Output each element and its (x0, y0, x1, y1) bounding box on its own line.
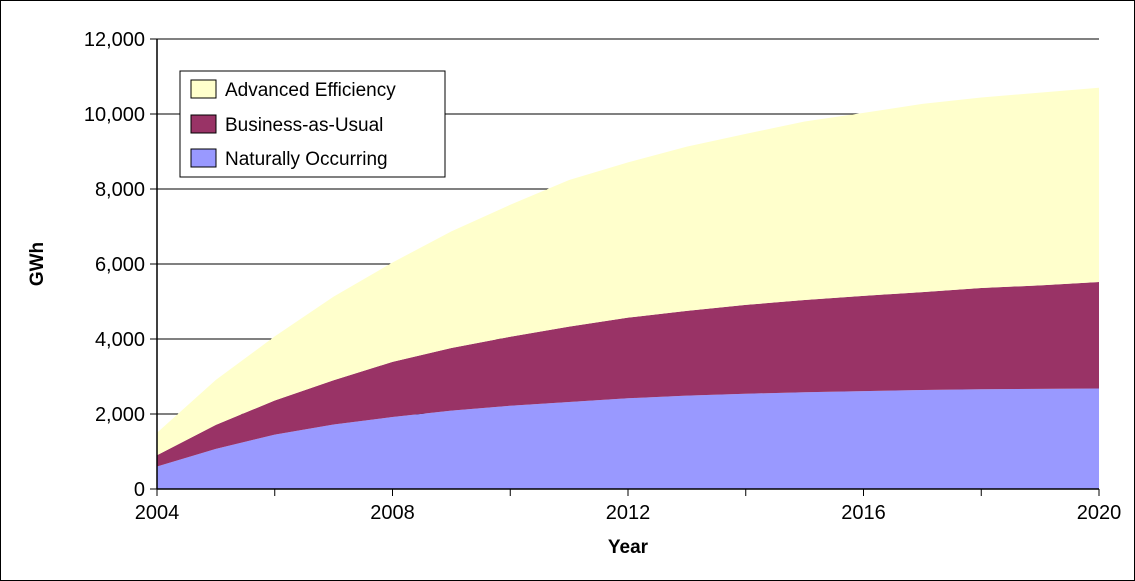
legend-label-business-as-usual: Business-as-Usual (225, 115, 383, 136)
legend-box (179, 70, 446, 178)
area-naturally-occurring (157, 388, 1099, 489)
x-tick-label: 2016 (841, 502, 886, 524)
legend-label-naturally-occurring: Naturally Occurring (225, 149, 388, 170)
area-advanced-efficiency (157, 87, 1099, 456)
y-tick-label: 12,000 (84, 29, 145, 51)
x-tick-label: 2012 (606, 502, 651, 524)
y-tick-label: 0 (134, 479, 145, 501)
y-tick-label: 6,000 (95, 254, 145, 276)
y-tick-label: 10,000 (84, 104, 145, 126)
y-axis-title: GWh (27, 242, 48, 286)
x-tick-label: 2004 (135, 502, 180, 524)
y-tick-label: 2,000 (95, 404, 145, 426)
y-tick-label: 8,000 (95, 179, 145, 201)
x-tick-label: 2008 (370, 502, 415, 524)
legend-swatch-business-as-usual (190, 114, 217, 134)
x-tick-label: 2020 (1077, 502, 1122, 524)
legend-swatch-naturally-occurring (190, 148, 217, 168)
legend-swatch-advanced-efficiency (190, 79, 217, 99)
x-axis-title: Year (608, 537, 649, 558)
y-tick-label: 4,000 (95, 329, 145, 351)
area-business-as-usual (157, 282, 1099, 467)
legend: Advanced Efficiency Business-as-Usual Na… (179, 70, 446, 178)
y-tick-labels: 0 2,000 4,000 6,000 8,000 10,000 12,000 (84, 29, 145, 501)
area-series (157, 87, 1099, 489)
x-tick-labels: 2004 2008 2012 2016 2020 (135, 502, 1122, 524)
legend-label-advanced-efficiency: Advanced Efficiency (225, 80, 396, 101)
axes (150, 38, 1100, 496)
